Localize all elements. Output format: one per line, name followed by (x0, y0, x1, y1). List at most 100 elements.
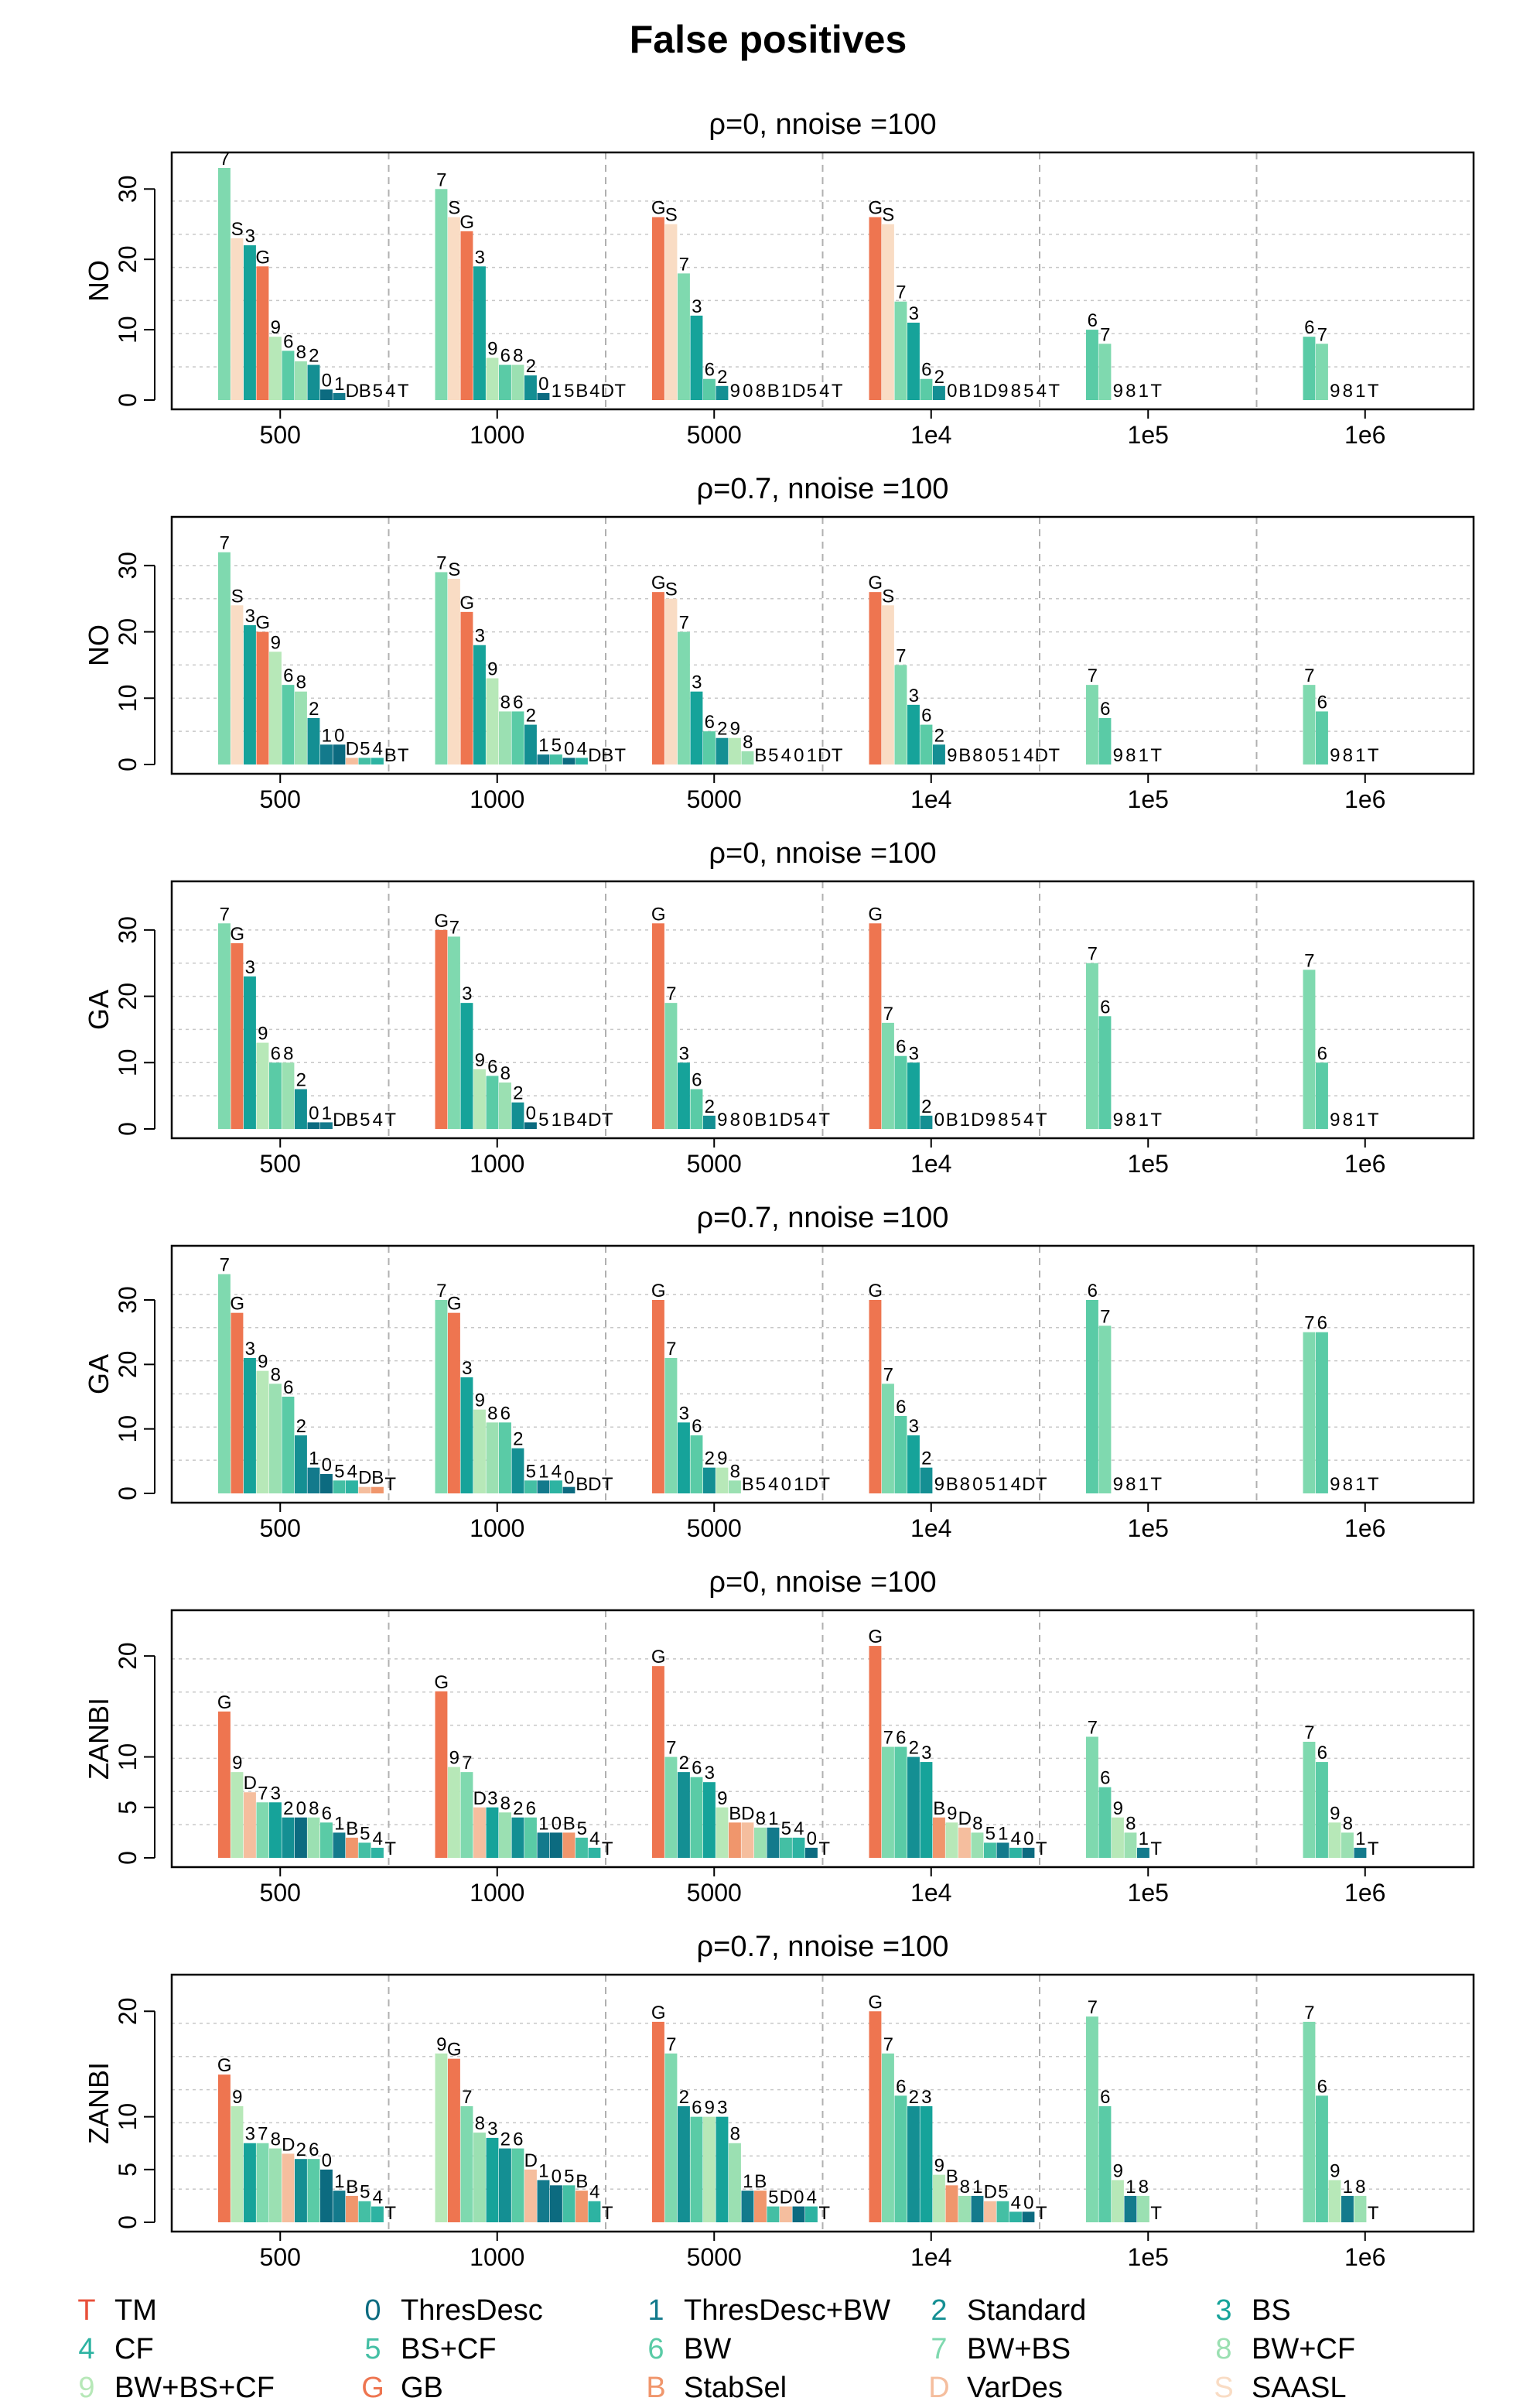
legend-code-8: 8 (1215, 2333, 1231, 2365)
bar-label-7: 7 (462, 1753, 472, 1774)
legend-label: BS (1252, 2294, 1291, 2327)
bar-label-B: B (933, 1798, 945, 1819)
bar-label-5: 5 (538, 1110, 548, 1130)
bar-D (473, 1807, 486, 1858)
bar-5 (358, 758, 371, 764)
y-axis-label: NO (83, 624, 114, 666)
bar-label-1: 1 (538, 1813, 548, 1834)
bar-label-D: D (1022, 1474, 1035, 1495)
bar-B (562, 1832, 576, 1858)
bar-label-8: 8 (1125, 745, 1136, 766)
bar-3 (473, 266, 486, 400)
bar-label-B: B (754, 2171, 767, 2192)
bar-label-7: 7 (1088, 1717, 1098, 1738)
bar-label-1: 1 (960, 1110, 970, 1130)
bar-B (371, 1486, 384, 1493)
bar-label-B: B (754, 1110, 767, 1130)
bar-label-3: 3 (475, 626, 485, 647)
x-tick-label: 500 (260, 421, 301, 449)
bar-label-8: 8 (475, 2113, 485, 2134)
bar-label-8: 8 (1125, 381, 1136, 402)
bar-label-5: 5 (781, 1818, 791, 1839)
bar-label-2: 2 (500, 2129, 511, 2150)
bar-9 (269, 337, 282, 400)
bar-label-T: T (1150, 2203, 1162, 2224)
x-tick-label: 500 (260, 785, 301, 813)
panel-frame (170, 1973, 1475, 2233)
bar-5 (780, 1837, 792, 1858)
bar-B (933, 1817, 945, 1858)
bar-label-B: B (384, 745, 397, 766)
bar-S (448, 579, 460, 764)
bar-6 (1098, 2106, 1112, 2222)
legend-label: Standard (967, 2294, 1086, 2327)
bar-label-9: 9 (1330, 1474, 1340, 1495)
bar-label-8: 8 (296, 672, 306, 693)
legend-item-S: S SAASL (1214, 2372, 1346, 2404)
bar-label-6: 6 (322, 1803, 332, 1824)
bar-6 (307, 2159, 320, 2222)
bar-3 (907, 1062, 920, 1129)
bar-label-7: 7 (1088, 1997, 1098, 2018)
bar-2 (511, 1448, 524, 1493)
bar-1 (307, 1467, 320, 1493)
bar-7 (1316, 344, 1328, 400)
bar-label-1: 1 (1139, 1474, 1149, 1495)
bar-label-4: 4 (1037, 381, 1047, 402)
bar-label-D: D (244, 1773, 257, 1794)
bar-label-S: S (665, 580, 678, 600)
bar-1 (741, 2191, 754, 2222)
bar-0 (295, 1817, 307, 1858)
bar-2 (933, 744, 945, 764)
x-tick-label: 1000 (470, 2243, 524, 2271)
bar-6 (920, 724, 933, 764)
bar-9 (448, 1767, 460, 1858)
bar-7 (1303, 1332, 1316, 1493)
x-tick-label: 500 (260, 2243, 301, 2271)
bar-label-8: 8 (296, 342, 306, 363)
y-tick-label: 20 (114, 983, 142, 1011)
bar-label-D: D (958, 1808, 972, 1829)
y-axis-label: GA (83, 990, 114, 1030)
bar-G (869, 1300, 882, 1493)
bar-label-9: 9 (1113, 381, 1123, 402)
bar-label-1: 1 (1139, 745, 1149, 766)
y-tick-label: 30 (114, 552, 142, 580)
bar-label-2: 2 (717, 367, 727, 388)
bar-label-T: T (384, 1110, 396, 1130)
bar-label-G: G (651, 1647, 666, 1667)
bar-G (652, 1666, 664, 1858)
legend-label: BW (684, 2333, 731, 2365)
bar-9 (231, 2106, 244, 2222)
bar-label-1: 1 (334, 1813, 344, 1834)
legend-item-5: 5 BS+CF (364, 2333, 496, 2365)
bar-9 (486, 678, 499, 764)
bar-label-G: G (255, 613, 270, 634)
bar-label-6: 6 (1304, 317, 1314, 338)
bar-5 (550, 754, 562, 764)
bar-3 (920, 2106, 933, 2222)
bar-1 (333, 392, 346, 400)
bar-label-0: 0 (322, 2150, 332, 2171)
bar-label-T: T (384, 1838, 396, 1859)
bar-label-0: 0 (564, 1468, 574, 1489)
bar-label-5: 5 (768, 2187, 778, 2208)
bar-label-1: 1 (1355, 745, 1365, 766)
bar-label-0: 0 (807, 1828, 817, 1849)
bar-6 (1316, 1332, 1328, 1493)
bar-label-9: 9 (985, 1110, 996, 1130)
bar-label-T: T (1368, 2203, 1379, 2224)
y-tick-label: 0 (114, 1122, 142, 1136)
bar-label-D: D (741, 1803, 754, 1824)
bar-label-8: 8 (1125, 1110, 1136, 1130)
bar-label-D: D (601, 381, 614, 402)
bar-0 (320, 1474, 333, 1493)
bar-label-7: 7 (258, 2124, 268, 2145)
bar-label-8: 8 (743, 732, 753, 753)
x-tick-label: 1e5 (1128, 421, 1169, 449)
bar-label-T: T (1150, 1474, 1162, 1495)
bar-label-2: 2 (283, 1798, 293, 1819)
y-tick-label: 30 (114, 175, 142, 203)
bar-label-1: 1 (1355, 1110, 1365, 1130)
legend-code-G: G (361, 2372, 384, 2404)
